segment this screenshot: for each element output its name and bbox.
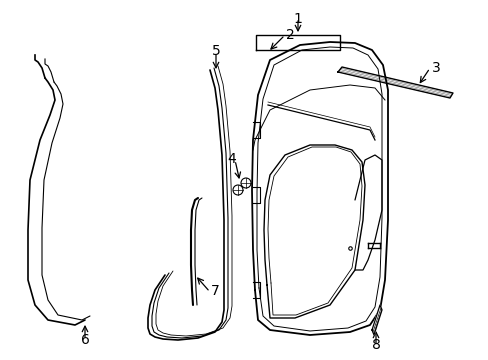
Text: 7: 7 (210, 284, 219, 298)
Text: 2: 2 (285, 28, 294, 42)
Text: 1: 1 (293, 12, 302, 26)
Text: 5: 5 (211, 44, 220, 58)
Text: 4: 4 (227, 152, 236, 166)
Polygon shape (256, 35, 339, 50)
Text: 3: 3 (431, 61, 440, 75)
Polygon shape (337, 67, 452, 98)
Polygon shape (371, 305, 381, 335)
Text: 6: 6 (81, 333, 89, 347)
Text: 8: 8 (371, 338, 380, 352)
